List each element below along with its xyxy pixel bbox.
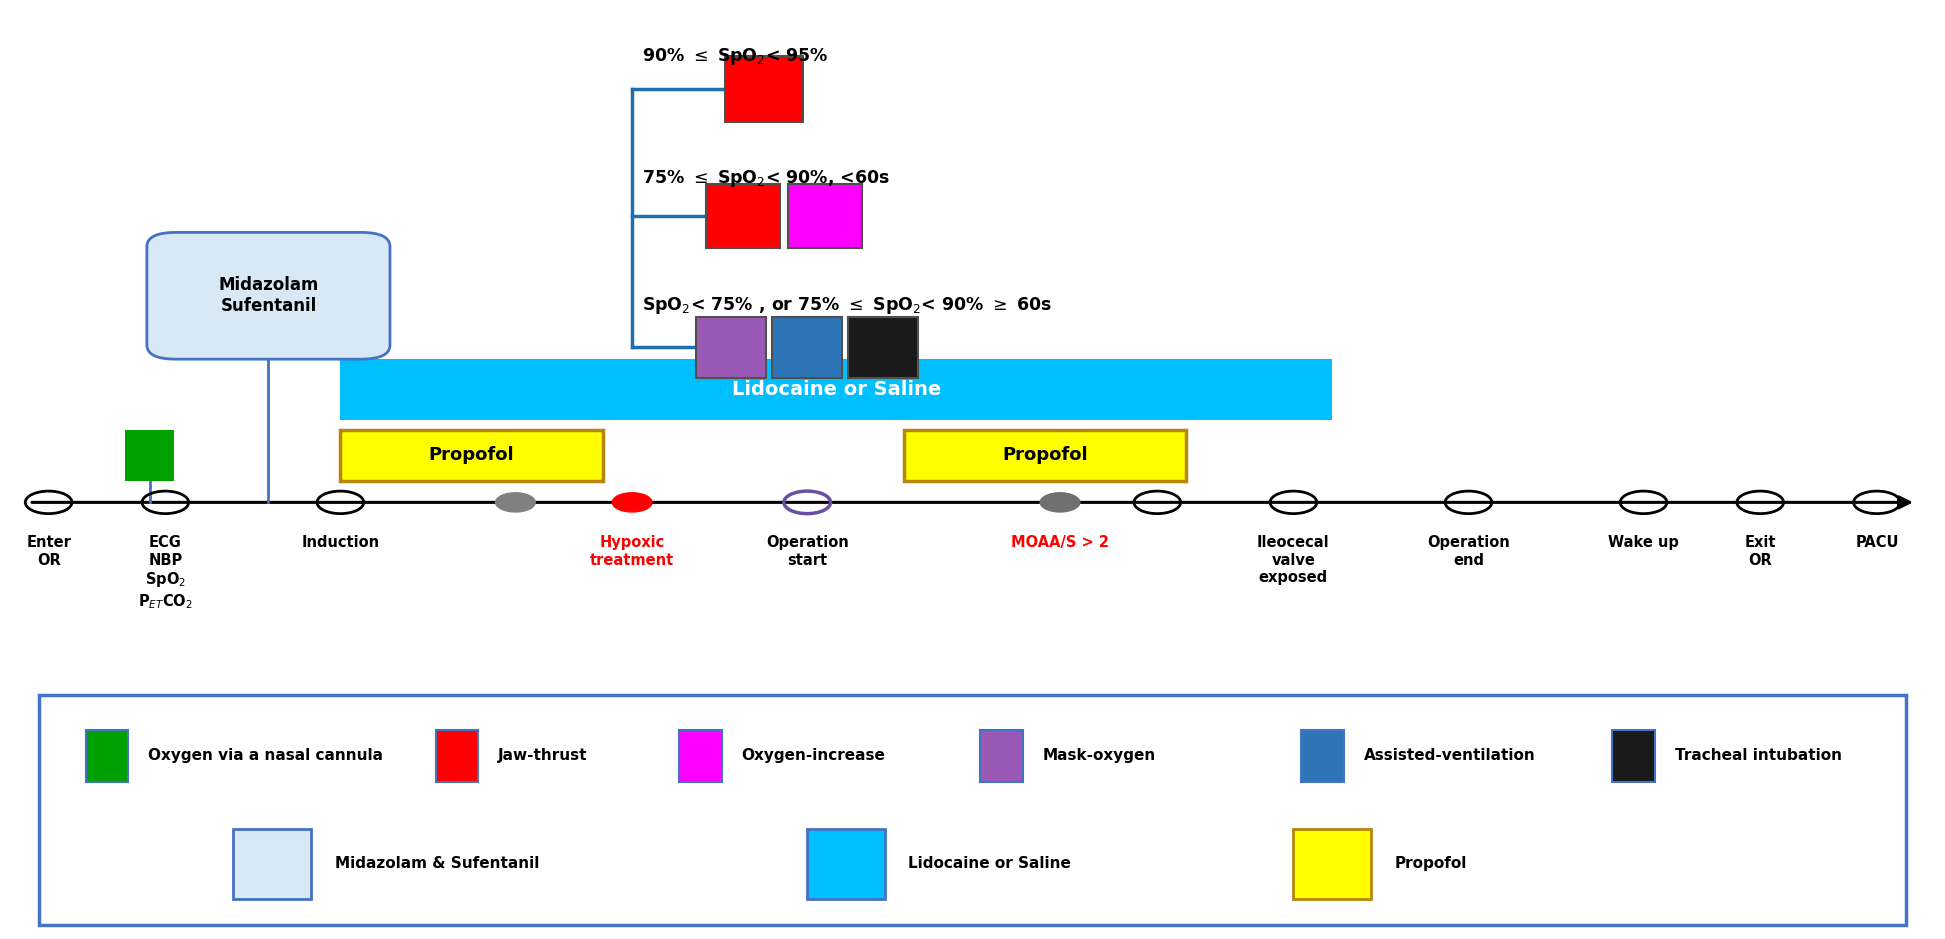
FancyBboxPatch shape — [725, 56, 803, 122]
Text: Oxygen via a nasal cannula: Oxygen via a nasal cannula — [148, 748, 383, 763]
Text: Tracheal intubation: Tracheal intubation — [1675, 748, 1842, 763]
FancyBboxPatch shape — [679, 731, 722, 781]
FancyBboxPatch shape — [233, 828, 311, 900]
Text: 75% $\leq$ SpO$_2$< 90%, <60s: 75% $\leq$ SpO$_2$< 90%, <60s — [642, 168, 891, 189]
FancyBboxPatch shape — [124, 430, 173, 481]
FancyBboxPatch shape — [148, 232, 389, 359]
Text: Lidocaine or Saline: Lidocaine or Saline — [908, 856, 1072, 871]
Text: Midazolam
Sufentanil: Midazolam Sufentanil — [218, 276, 319, 316]
Text: SpO$_2$< 75% , or 75% $\leq$ SpO$_2$< 90% $\geq$ 60s: SpO$_2$< 75% , or 75% $\leq$ SpO$_2$< 90… — [642, 295, 1052, 316]
Text: Enter
OR: Enter OR — [25, 535, 72, 568]
FancyBboxPatch shape — [848, 316, 918, 377]
FancyBboxPatch shape — [904, 430, 1186, 481]
FancyBboxPatch shape — [39, 695, 1906, 925]
Text: Midazolam & Sufentanil: Midazolam & Sufentanil — [335, 856, 539, 871]
Text: MOAA/S > 2: MOAA/S > 2 — [1011, 535, 1109, 550]
Circle shape — [496, 493, 535, 512]
Circle shape — [1041, 493, 1079, 512]
Text: Induction: Induction — [301, 535, 379, 550]
Text: Mask-oxygen: Mask-oxygen — [1043, 748, 1155, 763]
Text: Propofol: Propofol — [428, 446, 515, 465]
Text: Propofol: Propofol — [1395, 856, 1467, 871]
FancyBboxPatch shape — [788, 184, 862, 248]
FancyBboxPatch shape — [86, 731, 128, 781]
FancyBboxPatch shape — [1612, 731, 1655, 781]
Text: Lidocaine or Saline: Lidocaine or Saline — [731, 380, 941, 399]
FancyBboxPatch shape — [1293, 828, 1371, 900]
Text: 90% $\leq$ SpO$_2$< 95%: 90% $\leq$ SpO$_2$< 95% — [642, 46, 829, 67]
Text: Assisted-ventilation: Assisted-ventilation — [1363, 748, 1535, 763]
Text: Operation
start: Operation start — [766, 535, 848, 568]
Text: PACU: PACU — [1856, 535, 1898, 550]
FancyBboxPatch shape — [772, 316, 842, 377]
FancyBboxPatch shape — [340, 430, 603, 481]
Text: ECG
NBP
SpO$_2$
P$_{ET}$CO$_2$: ECG NBP SpO$_2$ P$_{ET}$CO$_2$ — [138, 535, 193, 611]
FancyBboxPatch shape — [696, 316, 766, 377]
Text: Oxygen-increase: Oxygen-increase — [741, 748, 885, 763]
Text: Operation
end: Operation end — [1428, 535, 1509, 568]
FancyBboxPatch shape — [1301, 731, 1344, 781]
FancyBboxPatch shape — [980, 731, 1023, 781]
Text: Hypoxic
treatment: Hypoxic treatment — [589, 535, 675, 568]
Circle shape — [613, 493, 652, 512]
Text: Exit
OR: Exit OR — [1745, 535, 1776, 568]
Text: Jaw-thrust: Jaw-thrust — [498, 748, 587, 763]
FancyBboxPatch shape — [340, 359, 1332, 420]
Text: Ileocecal
valve
exposed: Ileocecal valve exposed — [1256, 535, 1330, 585]
FancyBboxPatch shape — [706, 184, 780, 248]
FancyBboxPatch shape — [436, 731, 478, 781]
Text: Propofol: Propofol — [1002, 446, 1089, 465]
Text: Wake up: Wake up — [1609, 535, 1679, 550]
FancyBboxPatch shape — [807, 828, 885, 900]
